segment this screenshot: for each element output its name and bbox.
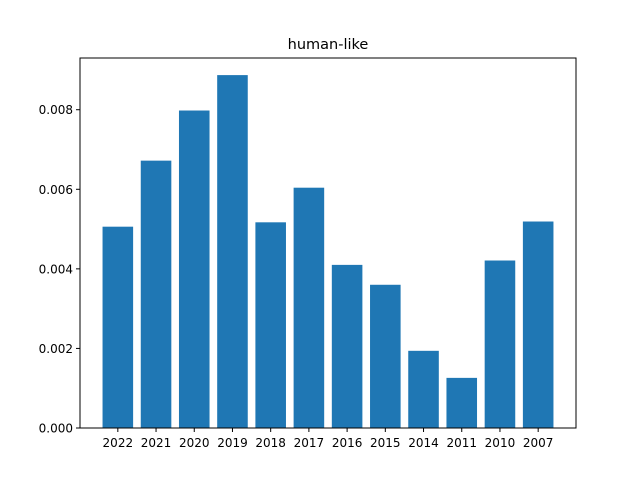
- bar-2016: [331, 264, 363, 428]
- bar-2014: [408, 350, 439, 428]
- x-tick-label: 2010: [485, 436, 516, 450]
- x-tick-label: 2020: [179, 436, 210, 450]
- bar-2019: [217, 75, 248, 428]
- bar-2020: [178, 110, 210, 429]
- y-tick-label: 0.008: [39, 103, 73, 117]
- y-tick-label: 0.000: [39, 422, 73, 436]
- bar-2010: [484, 260, 516, 428]
- y-tick-label: 0.004: [39, 262, 73, 276]
- x-tick-label: 2007: [523, 436, 554, 450]
- bar-2022: [102, 226, 134, 428]
- x-tick-label: 2014: [408, 436, 439, 450]
- x-tick-label: 2022: [103, 436, 134, 450]
- bar-2017: [293, 187, 325, 428]
- bar-2018: [255, 222, 286, 428]
- x-tick-label: 2019: [217, 436, 248, 450]
- bars-group: [102, 75, 554, 429]
- x-axis-ticks: 2022 2021 2020 2019 2018 2017 2016 2015 2014 2011…: [103, 428, 554, 450]
- y-axis-ticks: 0.000 0.002 0.004 0.006 0.008: [39, 103, 80, 436]
- bar-2011: [446, 377, 478, 428]
- x-tick-label: 2015: [370, 436, 401, 450]
- bar-2007: [522, 221, 554, 428]
- x-tick-label: 2021: [141, 436, 172, 450]
- y-tick-label: 0.002: [39, 342, 73, 356]
- plot-frame: [79, 57, 577, 429]
- y-tick-label: 0.006: [39, 183, 73, 197]
- x-tick-label: 2016: [332, 436, 363, 450]
- x-tick-label: 2017: [294, 436, 325, 450]
- x-tick-label: 2011: [446, 436, 477, 450]
- bar-2021: [140, 160, 172, 429]
- x-tick-label: 2018: [255, 436, 286, 450]
- chart-title: human-like: [288, 37, 369, 53]
- bar-2015: [370, 284, 401, 428]
